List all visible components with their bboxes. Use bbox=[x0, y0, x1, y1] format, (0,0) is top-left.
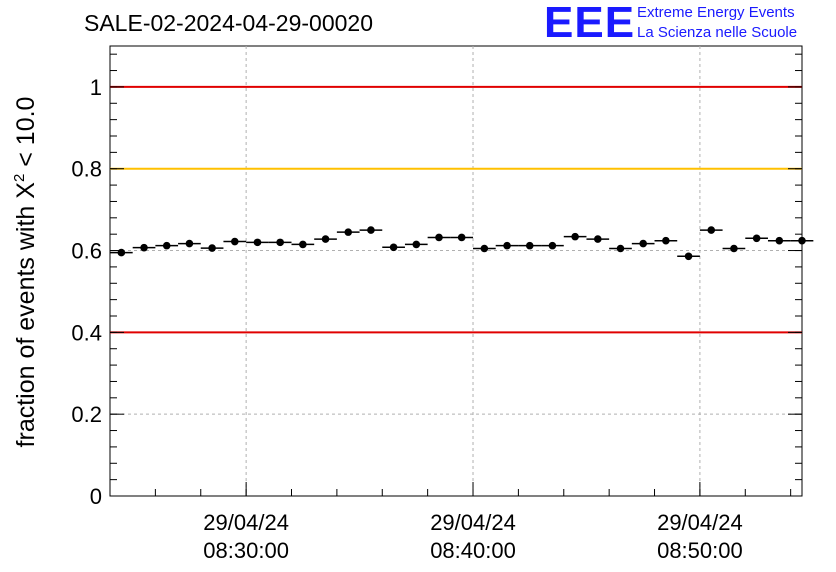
y-tick-label: 0.8 bbox=[71, 157, 102, 182]
data-marker bbox=[707, 226, 716, 234]
y-tick-label: 1 bbox=[90, 75, 102, 100]
data-point bbox=[495, 241, 519, 250]
data-point bbox=[336, 228, 360, 236]
y-tick-label: 0.2 bbox=[71, 402, 102, 427]
x-tick-label-date: 29/04/24 bbox=[430, 510, 516, 535]
data-point bbox=[382, 243, 405, 252]
data-marker bbox=[639, 239, 647, 248]
data-marker bbox=[276, 238, 284, 247]
data-point bbox=[427, 233, 451, 242]
data-marker bbox=[367, 226, 375, 234]
data-marker bbox=[662, 236, 670, 245]
data-marker bbox=[208, 244, 216, 252]
data-marker bbox=[299, 240, 307, 249]
data-point bbox=[586, 235, 610, 243]
x-tick-label-time: 08:40:00 bbox=[430, 538, 516, 563]
data-marker bbox=[117, 248, 126, 257]
data-marker bbox=[730, 244, 738, 253]
x-tick-label-date: 29/04/24 bbox=[203, 510, 289, 535]
eee-logo: EEE Extreme Energy Events La Scienza nel… bbox=[544, 0, 834, 47]
data-marker bbox=[616, 244, 625, 253]
y-axis-label-exp: 2 bbox=[11, 174, 28, 182]
data-points bbox=[110, 226, 814, 261]
axes: 0 0.2 0.4 0.6 0.8 1 29/04/24 08:30:00 29/04/24 08… bbox=[71, 53, 802, 563]
grid-layer bbox=[110, 46, 802, 496]
data-marker bbox=[230, 237, 239, 246]
x-tick-label-time: 08:50:00 bbox=[657, 538, 743, 563]
data-point bbox=[654, 236, 678, 245]
data-marker bbox=[525, 241, 534, 250]
y-axis-label-tail: < 10.0 bbox=[12, 97, 40, 174]
data-point bbox=[541, 241, 564, 250]
logo-subtitle-1: Extreme Energy Events bbox=[637, 4, 795, 21]
data-point bbox=[200, 244, 224, 252]
logo-subtitle-2: La Scienza nelle Scuole bbox=[637, 24, 798, 41]
data-point bbox=[609, 244, 632, 253]
data-point bbox=[291, 240, 315, 249]
data-point bbox=[404, 240, 428, 249]
data-point bbox=[790, 236, 814, 245]
data-point bbox=[699, 226, 723, 234]
data-point bbox=[178, 239, 201, 248]
data-marker bbox=[162, 241, 171, 250]
data-point bbox=[359, 226, 383, 234]
data-marker bbox=[344, 228, 353, 236]
x-tick-label-time: 08:30:00 bbox=[203, 538, 289, 563]
data-point bbox=[518, 241, 542, 250]
y-axis-label-chi: X bbox=[12, 182, 40, 199]
plot-frame bbox=[109, 45, 803, 497]
data-point bbox=[767, 236, 791, 245]
data-point bbox=[246, 238, 269, 247]
data-point bbox=[677, 252, 700, 261]
data-marker bbox=[571, 232, 579, 241]
y-tick-label: 0 bbox=[90, 484, 102, 509]
data-marker bbox=[457, 233, 466, 242]
y-axis-label-main: fraction of events with bbox=[12, 199, 40, 448]
x-tick-label-date: 29/04/24 bbox=[657, 510, 743, 535]
data-marker bbox=[548, 241, 557, 250]
data-point bbox=[722, 244, 746, 253]
data-marker bbox=[412, 240, 421, 249]
y-axis-label: fraction of events with X2 < 10.0 bbox=[11, 97, 40, 448]
data-point bbox=[314, 235, 337, 243]
data-marker bbox=[389, 243, 398, 252]
data-point bbox=[223, 237, 247, 246]
data-point bbox=[132, 243, 156, 252]
data-marker bbox=[775, 236, 784, 245]
data-marker bbox=[185, 239, 194, 248]
data-marker bbox=[321, 235, 330, 243]
data-point bbox=[110, 248, 133, 257]
data-point bbox=[450, 233, 474, 242]
reference-lines bbox=[110, 85, 802, 334]
data-marker bbox=[140, 243, 148, 252]
data-point bbox=[155, 241, 179, 250]
data-marker bbox=[435, 233, 443, 242]
data-marker bbox=[253, 238, 262, 247]
y-tick-label: 0.6 bbox=[71, 239, 102, 264]
page-title: SALE-02-2024-04-29-00020 bbox=[84, 10, 373, 36]
data-marker bbox=[594, 235, 602, 243]
y-tick-label: 0.4 bbox=[71, 320, 102, 345]
data-point bbox=[631, 239, 655, 248]
data-marker bbox=[752, 234, 761, 243]
data-point bbox=[268, 238, 292, 247]
data-marker bbox=[684, 252, 693, 261]
data-marker bbox=[480, 244, 489, 253]
data-marker bbox=[503, 241, 511, 250]
data-point bbox=[563, 232, 587, 241]
data-point bbox=[745, 234, 768, 243]
eee-logo-mark: EEE bbox=[544, 0, 636, 47]
data-point bbox=[473, 244, 496, 253]
data-marker bbox=[798, 236, 806, 245]
